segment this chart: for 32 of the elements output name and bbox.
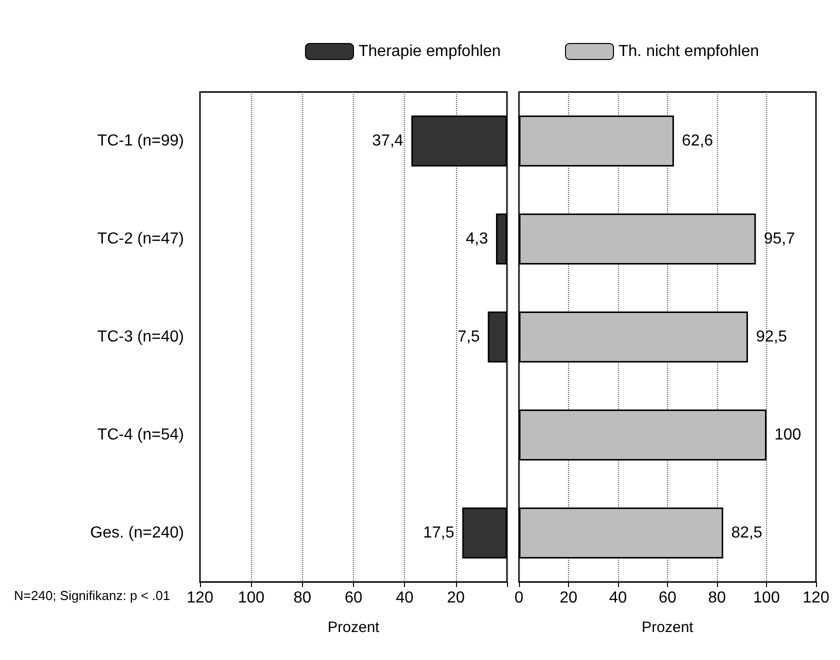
data-label: 82,5 — [731, 524, 762, 542]
y-tick-label: TC-4 (n=54) — [97, 426, 184, 444]
y-tick-label: TC-2 (n=47) — [97, 230, 184, 248]
x-tick-label: 60 — [658, 590, 676, 606]
x-tick-label: 20 — [560, 590, 578, 606]
x-axis-title: Prozent — [328, 619, 380, 636]
text: N=240; Signifikanz: p < .01 — [14, 588, 170, 603]
data-label: 62,6 — [682, 132, 714, 150]
x-tick-label: 60 — [344, 590, 362, 606]
legend-label: Therapie empfohlen — [358, 43, 501, 60]
data-label: 17,5 — [423, 524, 454, 542]
data-label: 92,5 — [756, 328, 788, 346]
x-tick-label: 40 — [396, 590, 414, 606]
x-axis-title: Prozent — [642, 619, 694, 636]
x-tick-label: 80 — [293, 590, 312, 606]
y-tick-label: TC-3 (n=40) — [97, 328, 184, 346]
data-label: 100 — [774, 426, 802, 444]
x-tick-label: 120 — [186, 590, 214, 606]
legend-label: Th. nicht empfohlen — [618, 43, 760, 60]
data-label: 37,4 — [372, 132, 404, 150]
x-tick-label: 20 — [446, 590, 465, 606]
x-tick-label: 40 — [609, 590, 627, 606]
x-tick-label: 0 — [514, 590, 524, 606]
data-label: 7,5 — [458, 328, 480, 346]
x-tick-label: 100 — [238, 590, 265, 606]
y-tick-label: TC-1 (n=99) — [97, 132, 184, 150]
x-tick-label: 100 — [753, 590, 780, 606]
y-tick-label: Ges. (n=240) — [90, 524, 184, 542]
data-label: 4,3 — [466, 230, 488, 248]
x-tick-label: 80 — [708, 590, 726, 606]
x-tick-label: 120 — [802, 590, 830, 606]
data-label: 95,7 — [764, 230, 796, 248]
